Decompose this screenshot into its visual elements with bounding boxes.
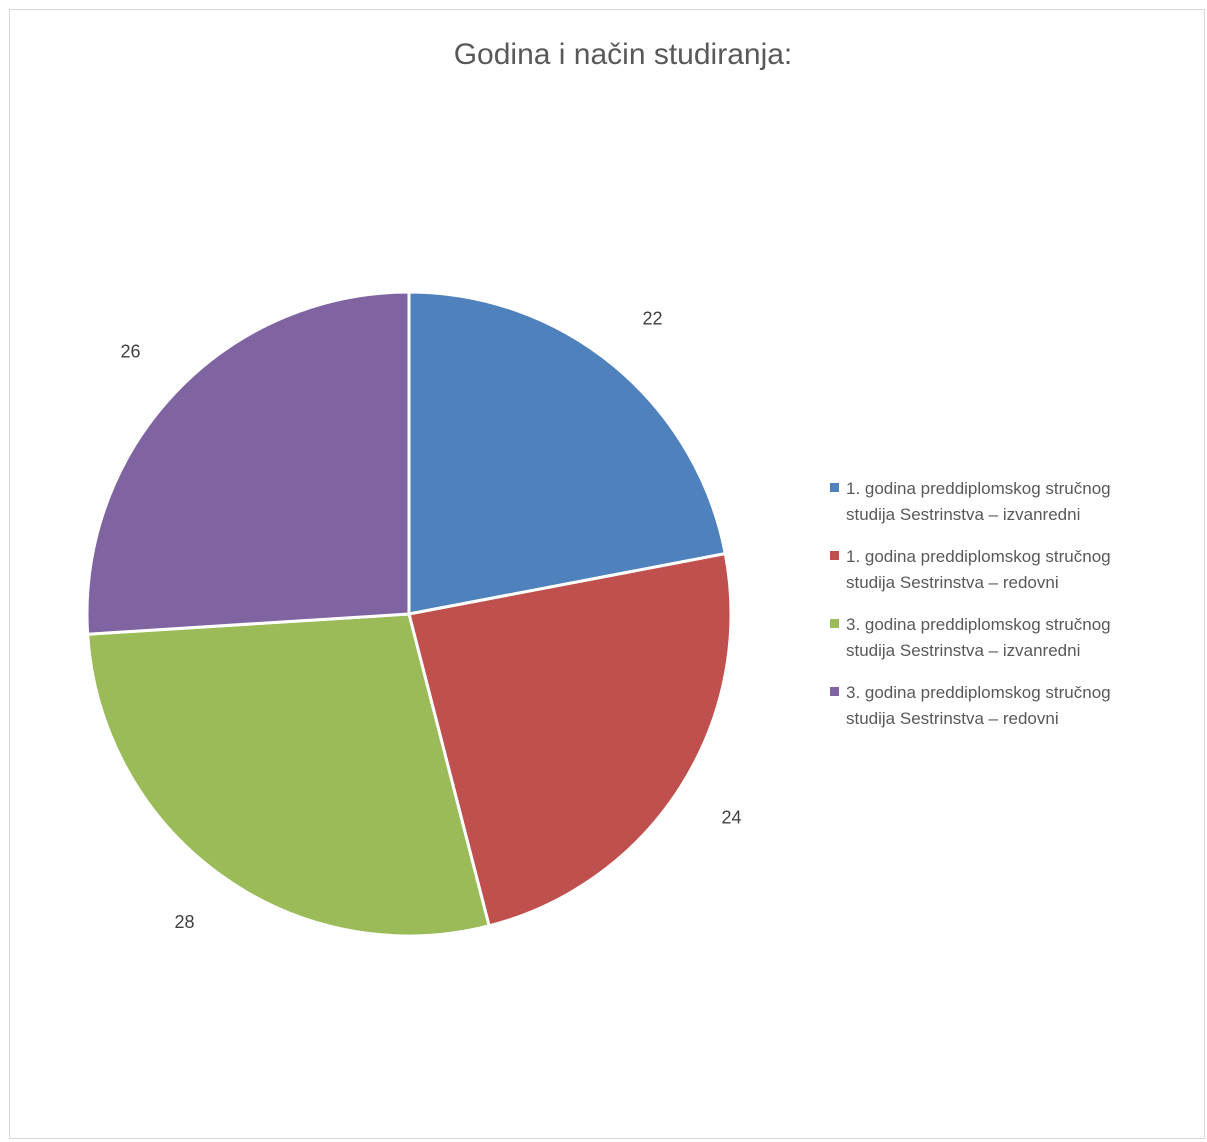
- legend-swatch-1: [830, 483, 839, 492]
- legend-item-1: 1. godina preddiplomskog stručnog studij…: [830, 476, 1200, 528]
- data-label-2: 24: [721, 807, 741, 827]
- data-label-4: 26: [120, 341, 140, 361]
- pie-slice-4: [85, 290, 411, 636]
- legend-label-1: 1. godina preddiplomskog stručnog studij…: [846, 479, 1111, 524]
- pie-slice-2: [407, 552, 733, 928]
- chart-title: Godina i način studiranja:: [453, 38, 793, 71]
- legend-item-2: 1. godina preddiplomskog stručnog studij…: [830, 544, 1200, 596]
- legend-label-2: 1. godina preddiplomskog stručnog studij…: [846, 547, 1111, 592]
- legend-swatch-2: [830, 551, 839, 560]
- data-label-3: 28: [174, 912, 194, 932]
- legend-label-4: 3. godina preddiplomskog stručnog studij…: [846, 683, 1111, 728]
- chart-legend: 1. godina preddiplomskog stručnog studij…: [830, 476, 1200, 748]
- pie-slice-3: [86, 612, 491, 938]
- legend-swatch-3: [830, 619, 839, 628]
- legend-label-3: 3. godina preddiplomskog stručnog studij…: [846, 615, 1111, 660]
- data-label-1: 22: [642, 308, 662, 328]
- pie-slice-1: [407, 290, 727, 616]
- legend-item-3: 3. godina preddiplomskog stručnog studij…: [830, 612, 1200, 664]
- legend-item-4: 3. godina preddiplomskog stručnog studij…: [830, 680, 1200, 732]
- legend-swatch-4: [830, 687, 839, 696]
